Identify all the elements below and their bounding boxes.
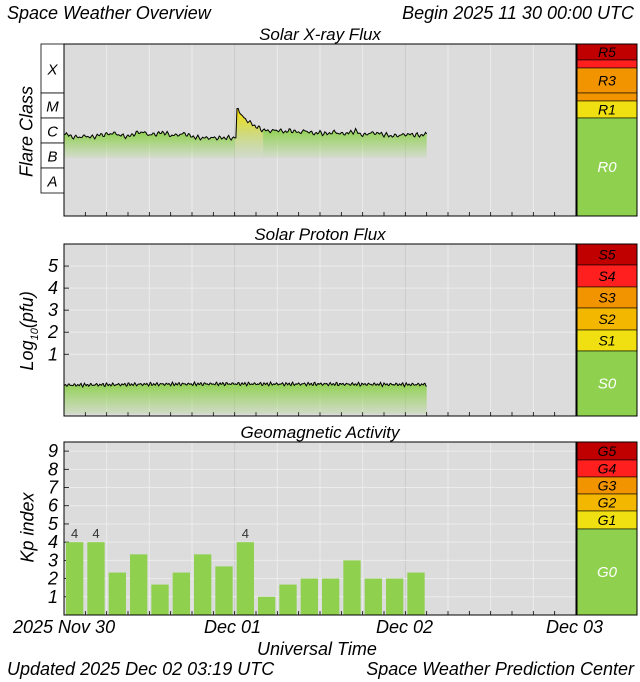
begin-value: 2025 11 30 00:00 UTC <box>453 3 634 23</box>
xray-scale-cell <box>576 117 638 217</box>
proton-y-tick-label: 2 <box>47 322 58 342</box>
geomag-plot-border <box>63 441 577 616</box>
geomag-y-tick-label: 6 <box>48 496 59 516</box>
proton-y-tick-label: 4 <box>48 278 58 298</box>
begin-time: Begin 2025 11 30 00:00 UTC <box>402 4 634 22</box>
proton-scale-label: S2 <box>598 311 615 327</box>
proton-scale-border <box>576 243 638 417</box>
geomag-scale-label: G1 <box>598 512 617 528</box>
xray-class-label: X <box>46 62 58 79</box>
proton-y-tick-label: 5 <box>48 256 59 276</box>
proton-scale-label: S1 <box>598 333 615 349</box>
proton-scale-label: S4 <box>598 268 615 284</box>
xray-scale-label: R1 <box>598 102 616 118</box>
proton-scale-label: S0 <box>598 376 617 393</box>
geomag-y-tick-label: 8 <box>48 459 58 479</box>
geomag-y-tick-label: 2 <box>47 569 58 589</box>
geomag-y-tick-label: 5 <box>48 514 59 534</box>
kp-bar <box>108 572 126 615</box>
kp-bar <box>343 560 361 615</box>
proton-scale-label: S5 <box>598 247 615 263</box>
geomag-y-tick-label: 4 <box>48 532 58 552</box>
kp-bar-label: 4 <box>92 526 99 541</box>
xray-class-label: B <box>47 149 57 166</box>
geomag-scale-label: G3 <box>598 478 617 494</box>
kp-bar <box>215 566 233 615</box>
kp-bar <box>322 578 340 615</box>
kp-bar <box>258 596 276 615</box>
xray-flux-line <box>63 108 428 142</box>
kp-bar <box>87 542 105 615</box>
geomag-scale-label: G2 <box>598 495 617 511</box>
kp-bar <box>364 578 382 615</box>
begin-label: Begin <box>402 3 449 23</box>
updated-time: Updated 2025 Dec 02 03:19 UTC <box>7 660 274 678</box>
kp-bar-label: 4 <box>242 526 249 541</box>
geomag-y-tick-label: 1 <box>48 587 58 607</box>
kp-bar <box>194 554 212 615</box>
proton-flux-fill <box>64 382 427 414</box>
proton-scale-label: S3 <box>598 290 615 306</box>
kp-bar <box>300 578 318 615</box>
kp-bar-label: 4 <box>71 526 78 541</box>
proton-y-tick-label: 3 <box>48 300 58 320</box>
kp-bar <box>236 542 254 615</box>
xray-panel-title: Solar X-ray Flux <box>259 25 381 44</box>
xray-scale-cell <box>576 92 638 102</box>
geomag-y-tick-label: 3 <box>48 550 58 570</box>
xray-scale-label: R3 <box>598 73 616 89</box>
xray-scale-border <box>576 43 638 217</box>
source-credit: Space Weather Prediction Center <box>366 659 634 679</box>
x-tick-label: Dec 03 <box>546 617 604 637</box>
xray-class-label: M <box>46 99 59 116</box>
geomag-y-tick-label: 7 <box>48 478 59 498</box>
xray-flux-fill <box>263 128 427 158</box>
xray-scale-label: R0 <box>597 159 617 176</box>
proton-y-tick-label: 1 <box>48 344 58 364</box>
kp-bar <box>386 578 404 615</box>
geomag-scale-label: G5 <box>598 443 617 459</box>
proton-panel-title: Solar Proton Flux <box>254 225 386 244</box>
xray-class-label: A <box>46 174 57 191</box>
kp-bar <box>66 542 84 615</box>
xray-scale-cell <box>576 59 638 69</box>
xray-flux-fill <box>234 108 264 158</box>
xray-class-label: C <box>47 124 58 141</box>
xray-scale-label: R5 <box>598 44 616 60</box>
updated-value: 2025 Dec 02 03:19 UTC <box>80 659 275 679</box>
proton-plot-border <box>63 243 577 417</box>
kp-bar <box>151 584 169 615</box>
geomag-scale-label: G4 <box>598 461 617 477</box>
geomag-scale-cell <box>576 528 638 616</box>
x-tick-label: Dec 01 <box>204 617 262 637</box>
updated-label: Updated <box>7 659 76 679</box>
x-tick-label: 2025 Nov 30 <box>13 617 116 637</box>
geomag-scale-border <box>576 441 638 616</box>
page-title: Space Weather Overview <box>7 3 211 23</box>
kp-bar <box>407 572 425 615</box>
xray-flux-fill <box>64 131 235 158</box>
x-axis-label: Universal Time <box>257 639 377 659</box>
kp-bar <box>279 584 297 615</box>
proton-flux-line <box>63 380 427 389</box>
kp-bar <box>130 554 148 615</box>
x-tick-label: Dec 02 <box>376 617 434 637</box>
geomag-scale-label: G0 <box>597 564 618 581</box>
kp-bar <box>172 572 190 615</box>
geomag-y-tick-label: 9 <box>48 441 58 461</box>
geomag-panel-title: Geomagnetic Activity <box>240 423 400 442</box>
xray-plot-border <box>63 43 577 217</box>
